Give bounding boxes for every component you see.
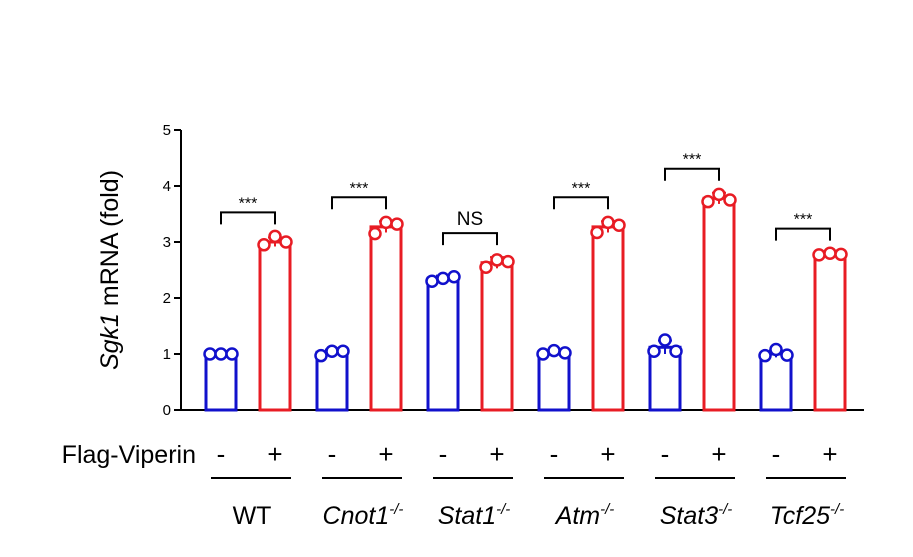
group-label: Tcf25-/- [770, 501, 844, 530]
data-point [590, 225, 604, 240]
bar [702, 196, 736, 412]
data-point [712, 187, 726, 202]
treatment-label: + [378, 439, 393, 469]
data-point [368, 226, 382, 241]
significance-label: *** [683, 152, 702, 169]
treatment-label: - [439, 439, 448, 469]
treatment-label: - [328, 439, 337, 469]
data-point [701, 194, 715, 209]
y-tick-label: 4 [163, 178, 171, 195]
significance-label: *** [794, 212, 813, 229]
data-point [658, 333, 672, 347]
bar [369, 225, 403, 412]
data-point [257, 238, 271, 252]
data-point [547, 343, 561, 358]
group-label-superscript: -/- [600, 501, 614, 518]
group-label: Stat3-/- [660, 501, 733, 530]
data-point [436, 271, 450, 286]
data-point [379, 215, 393, 230]
y-axis-label-gene: Sgk1 [96, 313, 124, 370]
treatment-label: + [711, 439, 726, 469]
group-label-name: Cnot1 [323, 502, 390, 530]
data-point [501, 254, 515, 269]
data-point [214, 347, 228, 361]
y-axis-label-text: mRNA (fold) [96, 170, 124, 313]
data-point [612, 218, 626, 232]
data-point [669, 344, 683, 358]
bar [480, 261, 514, 412]
data-point [780, 348, 794, 362]
group-label: Stat1-/- [438, 501, 511, 530]
significance-label: *** [350, 180, 369, 197]
treatment-label: - [550, 439, 559, 469]
y-tick-label: 5 [163, 122, 171, 139]
treatment-label: - [772, 439, 781, 469]
group-label-superscript: -/- [496, 501, 510, 518]
treatment-label: + [267, 439, 282, 469]
data-point [336, 344, 350, 358]
bar [537, 350, 571, 412]
y-tick-label: 3 [163, 234, 171, 251]
data-point [314, 348, 328, 363]
data-point [723, 193, 737, 207]
data-point [390, 217, 404, 231]
group-label-superscript: -/- [389, 501, 403, 518]
bar [426, 276, 460, 412]
data-point [490, 253, 504, 267]
data-point [823, 246, 837, 260]
treatment-label: - [661, 439, 670, 469]
significance-label: NS [457, 209, 483, 230]
data-point [812, 248, 826, 262]
bar [204, 352, 238, 412]
y-tick-label: 0 [163, 402, 171, 419]
data-point [325, 344, 339, 358]
data-point [558, 346, 572, 360]
data-point [834, 247, 848, 262]
significance-bracket [331, 196, 387, 210]
group-label-name: Atm [554, 502, 600, 530]
y-tick-label: 1 [163, 346, 171, 363]
group-label-name: Stat3 [660, 502, 718, 530]
group-label-name: Stat1 [438, 502, 496, 530]
significance-bracket [553, 196, 609, 210]
treatment-label: + [600, 439, 615, 469]
data-point [447, 269, 461, 284]
data-point [203, 347, 217, 361]
significance-label: *** [572, 180, 591, 197]
data-point [769, 342, 783, 357]
significance-bracket [664, 167, 720, 181]
row-label: Flag-Viperin [62, 441, 196, 469]
data-point [425, 274, 439, 288]
group-label-superscript: -/- [718, 501, 732, 518]
significance-bracket [442, 232, 498, 246]
data-point [225, 347, 239, 361]
bar [258, 240, 292, 412]
data-point [647, 344, 661, 358]
treatment-label: + [822, 439, 837, 469]
significance-bracket [775, 227, 831, 241]
group-label-name: Tcf25 [770, 502, 830, 530]
data-point [479, 260, 493, 274]
y-axis-label: Sgk1 mRNA (fold) [96, 170, 124, 370]
treatment-label: + [489, 439, 504, 469]
bar [591, 225, 625, 412]
group-label-name: WT [233, 502, 272, 530]
group-label: Cnot1-/- [323, 501, 404, 530]
group-label-superscript: -/- [830, 501, 844, 518]
y-tick-label: 2 [163, 290, 171, 307]
group-label: Atm-/- [554, 501, 615, 530]
bar [759, 352, 793, 412]
data-point [268, 229, 282, 244]
significance-label: *** [239, 195, 258, 212]
data-point [601, 215, 615, 230]
treatment-label: - [217, 439, 226, 469]
significance-bracket [220, 211, 276, 225]
group-label: WT [233, 502, 272, 530]
bar [813, 252, 847, 412]
data-point [758, 348, 772, 363]
data-point [536, 347, 550, 361]
data-point [279, 235, 293, 249]
